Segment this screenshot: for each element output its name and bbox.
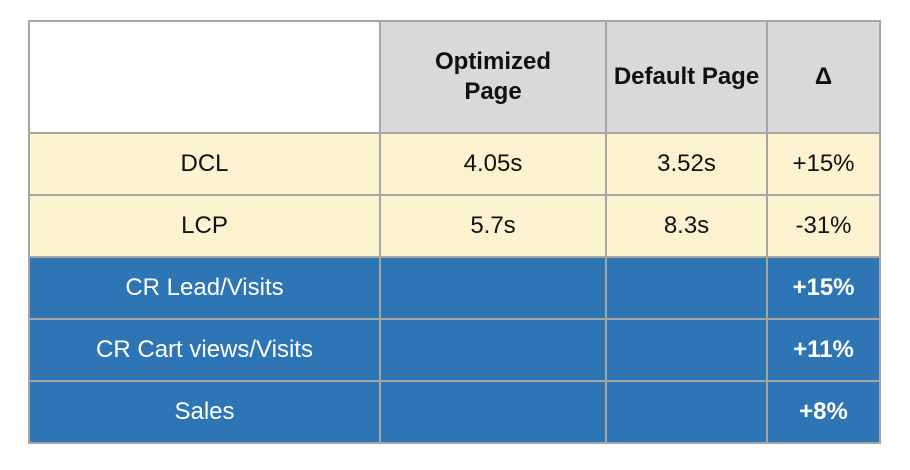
- delta-value: +15%: [766, 256, 881, 320]
- table-body: DCL 4.05s 3.52s +15% LCP 5.7s 8.3s -31% CR Lead/…: [28, 132, 881, 444]
- delta-value: +11%: [766, 318, 881, 382]
- default-value: 8.3s: [605, 194, 768, 258]
- default-value: 3.52s: [605, 132, 768, 196]
- table-row: DCL 4.05s 3.52s +15%: [28, 132, 881, 196]
- default-value: [605, 318, 768, 382]
- optimized-value: 5.7s: [379, 194, 607, 258]
- column-header-default-page: Default Page: [605, 20, 768, 134]
- corner-cell: [28, 20, 381, 134]
- table-header: Optimized Page Default Page Δ: [28, 20, 881, 134]
- default-value: [605, 380, 768, 444]
- table-row: CR Cart views/Visits +11%: [28, 318, 881, 382]
- row-label: DCL: [28, 132, 381, 196]
- row-label: CR Lead/Visits: [28, 256, 381, 320]
- table-row: LCP 5.7s 8.3s -31%: [28, 194, 881, 258]
- column-header-delta: Δ: [766, 20, 881, 134]
- delta-value: +8%: [766, 380, 881, 444]
- optimized-value: 4.05s: [379, 132, 607, 196]
- delta-value: -31%: [766, 194, 881, 258]
- default-value: [605, 256, 768, 320]
- optimized-value: [379, 256, 607, 320]
- optimized-value: [379, 380, 607, 444]
- table-row: Sales +8%: [28, 380, 881, 444]
- delta-value: +15%: [766, 132, 881, 196]
- header-row: Optimized Page Default Page Δ: [28, 20, 881, 134]
- column-header-label: Default Page: [613, 63, 760, 90]
- optimized-value: [379, 318, 607, 382]
- row-label: Sales: [28, 380, 381, 444]
- row-label: LCP: [28, 194, 381, 258]
- column-header-optimized-page: Optimized Page: [379, 20, 607, 134]
- row-label: CR Cart views/Visits: [28, 318, 381, 382]
- comparison-table: Optimized Page Default Page Δ DCL 4.05s 3.…: [28, 20, 881, 444]
- column-header-label: Optimized Page: [434, 48, 551, 105]
- table-row: CR Lead/Visits +15%: [28, 256, 881, 320]
